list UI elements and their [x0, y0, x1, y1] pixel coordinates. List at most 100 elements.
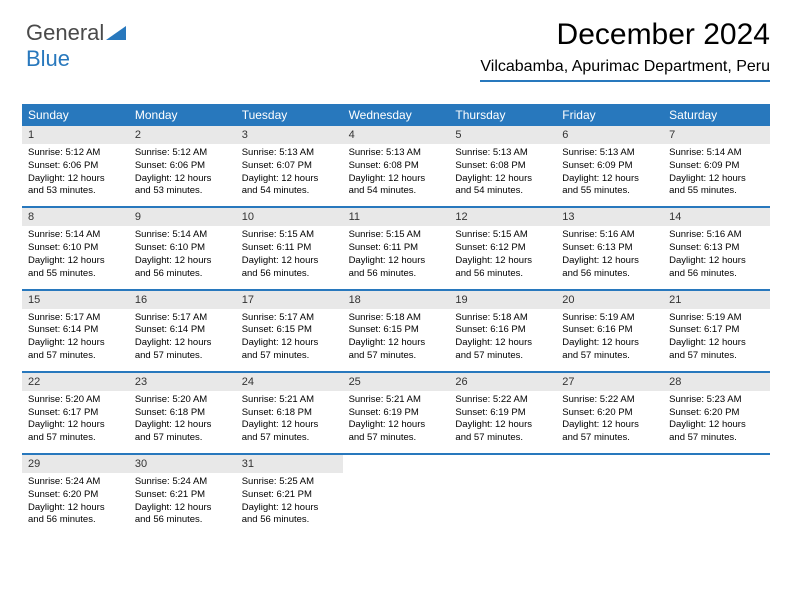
- day-body: Sunrise: 5:23 AMSunset: 6:20 PMDaylight:…: [663, 391, 770, 453]
- sunset-line: Sunset: 6:21 PM: [242, 489, 337, 502]
- day-of-week-label: Sunday: [22, 104, 129, 126]
- day-cell: [556, 455, 663, 535]
- sunset-line: Sunset: 6:20 PM: [562, 407, 657, 420]
- day-cell: [449, 455, 556, 535]
- sunset-line: Sunset: 6:10 PM: [135, 242, 230, 255]
- daylight-line: Daylight: 12 hours and 57 minutes.: [28, 337, 123, 363]
- sunset-line: Sunset: 6:14 PM: [28, 324, 123, 337]
- sunset-line: Sunset: 6:17 PM: [669, 324, 764, 337]
- sunset-line: Sunset: 6:08 PM: [349, 160, 444, 173]
- day-body: Sunrise: 5:15 AMSunset: 6:11 PMDaylight:…: [343, 226, 450, 288]
- day-cell: 8Sunrise: 5:14 AMSunset: 6:10 PMDaylight…: [22, 208, 129, 288]
- day-body: Sunrise: 5:14 AMSunset: 6:09 PMDaylight:…: [663, 144, 770, 206]
- day-body: Sunrise: 5:17 AMSunset: 6:14 PMDaylight:…: [22, 309, 129, 371]
- day-number: 21: [663, 291, 770, 309]
- day-body: Sunrise: 5:20 AMSunset: 6:18 PMDaylight:…: [129, 391, 236, 453]
- sunset-line: Sunset: 6:15 PM: [349, 324, 444, 337]
- day-number: 15: [22, 291, 129, 309]
- header: December 2024 Vilcabamba, Apurimac Depar…: [480, 18, 770, 82]
- day-number: 27: [556, 373, 663, 391]
- sunrise-line: Sunrise: 5:17 AM: [135, 312, 230, 325]
- day-cell: 25Sunrise: 5:21 AMSunset: 6:19 PMDayligh…: [343, 373, 450, 453]
- sunset-line: Sunset: 6:19 PM: [455, 407, 550, 420]
- day-number: 24: [236, 373, 343, 391]
- day-number: 2: [129, 126, 236, 144]
- empty-day: [449, 455, 556, 517]
- day-body: Sunrise: 5:17 AMSunset: 6:14 PMDaylight:…: [129, 309, 236, 371]
- sunrise-line: Sunrise: 5:22 AM: [562, 394, 657, 407]
- sunrise-line: Sunrise: 5:21 AM: [349, 394, 444, 407]
- daylight-line: Daylight: 12 hours and 57 minutes.: [349, 419, 444, 445]
- sunrise-line: Sunrise: 5:23 AM: [669, 394, 764, 407]
- daylight-line: Daylight: 12 hours and 56 minutes.: [349, 255, 444, 281]
- daylight-line: Daylight: 12 hours and 55 minutes.: [562, 173, 657, 199]
- daylight-line: Daylight: 12 hours and 57 minutes.: [562, 337, 657, 363]
- daylight-line: Daylight: 12 hours and 57 minutes.: [28, 419, 123, 445]
- day-cell: 11Sunrise: 5:15 AMSunset: 6:11 PMDayligh…: [343, 208, 450, 288]
- day-cell: [343, 455, 450, 535]
- sunrise-line: Sunrise: 5:24 AM: [28, 476, 123, 489]
- day-number: 23: [129, 373, 236, 391]
- logo-word1: General: [26, 20, 104, 45]
- daylight-line: Daylight: 12 hours and 55 minutes.: [28, 255, 123, 281]
- daylight-line: Daylight: 12 hours and 56 minutes.: [28, 502, 123, 528]
- day-body: Sunrise: 5:18 AMSunset: 6:16 PMDaylight:…: [449, 309, 556, 371]
- day-number: 28: [663, 373, 770, 391]
- sunset-line: Sunset: 6:18 PM: [242, 407, 337, 420]
- daylight-line: Daylight: 12 hours and 55 minutes.: [669, 173, 764, 199]
- day-of-week-label: Saturday: [663, 104, 770, 126]
- day-body: Sunrise: 5:15 AMSunset: 6:11 PMDaylight:…: [236, 226, 343, 288]
- day-cell: 7Sunrise: 5:14 AMSunset: 6:09 PMDaylight…: [663, 126, 770, 206]
- daylight-line: Daylight: 12 hours and 57 minutes.: [242, 419, 337, 445]
- sunrise-line: Sunrise: 5:16 AM: [669, 229, 764, 242]
- day-cell: 22Sunrise: 5:20 AMSunset: 6:17 PMDayligh…: [22, 373, 129, 453]
- daylight-line: Daylight: 12 hours and 57 minutes.: [455, 337, 550, 363]
- sunset-line: Sunset: 6:20 PM: [669, 407, 764, 420]
- day-body: Sunrise: 5:13 AMSunset: 6:08 PMDaylight:…: [449, 144, 556, 206]
- day-body: Sunrise: 5:21 AMSunset: 6:18 PMDaylight:…: [236, 391, 343, 453]
- sunset-line: Sunset: 6:17 PM: [28, 407, 123, 420]
- sunset-line: Sunset: 6:13 PM: [669, 242, 764, 255]
- day-body: Sunrise: 5:15 AMSunset: 6:12 PMDaylight:…: [449, 226, 556, 288]
- day-body: Sunrise: 5:12 AMSunset: 6:06 PMDaylight:…: [22, 144, 129, 206]
- sunset-line: Sunset: 6:09 PM: [669, 160, 764, 173]
- day-body: Sunrise: 5:22 AMSunset: 6:20 PMDaylight:…: [556, 391, 663, 453]
- day-number: 10: [236, 208, 343, 226]
- day-of-week-label: Monday: [129, 104, 236, 126]
- day-number: 20: [556, 291, 663, 309]
- week-row: 22Sunrise: 5:20 AMSunset: 6:17 PMDayligh…: [22, 373, 770, 455]
- sunset-line: Sunset: 6:19 PM: [349, 407, 444, 420]
- day-body: Sunrise: 5:12 AMSunset: 6:06 PMDaylight:…: [129, 144, 236, 206]
- day-cell: 21Sunrise: 5:19 AMSunset: 6:17 PMDayligh…: [663, 291, 770, 371]
- day-cell: 4Sunrise: 5:13 AMSunset: 6:08 PMDaylight…: [343, 126, 450, 206]
- sunrise-line: Sunrise: 5:14 AM: [28, 229, 123, 242]
- day-cell: 10Sunrise: 5:15 AMSunset: 6:11 PMDayligh…: [236, 208, 343, 288]
- sunrise-line: Sunrise: 5:22 AM: [455, 394, 550, 407]
- day-of-week-header: SundayMondayTuesdayWednesdayThursdayFrid…: [22, 104, 770, 126]
- day-of-week-label: Friday: [556, 104, 663, 126]
- daylight-line: Daylight: 12 hours and 56 minutes.: [242, 502, 337, 528]
- day-cell: 2Sunrise: 5:12 AMSunset: 6:06 PMDaylight…: [129, 126, 236, 206]
- day-number: 18: [343, 291, 450, 309]
- day-body: Sunrise: 5:24 AMSunset: 6:20 PMDaylight:…: [22, 473, 129, 535]
- location-text: Vilcabamba, Apurimac Department, Peru: [480, 58, 770, 82]
- week-row: 29Sunrise: 5:24 AMSunset: 6:20 PMDayligh…: [22, 455, 770, 535]
- calendar-grid: SundayMondayTuesdayWednesdayThursdayFrid…: [22, 104, 770, 535]
- sunset-line: Sunset: 6:10 PM: [28, 242, 123, 255]
- sunrise-line: Sunrise: 5:18 AM: [349, 312, 444, 325]
- day-body: Sunrise: 5:20 AMSunset: 6:17 PMDaylight:…: [22, 391, 129, 453]
- day-cell: 17Sunrise: 5:17 AMSunset: 6:15 PMDayligh…: [236, 291, 343, 371]
- sunrise-line: Sunrise: 5:13 AM: [562, 147, 657, 160]
- day-cell: 20Sunrise: 5:19 AMSunset: 6:16 PMDayligh…: [556, 291, 663, 371]
- day-cell: [663, 455, 770, 535]
- day-number: 26: [449, 373, 556, 391]
- day-cell: 19Sunrise: 5:18 AMSunset: 6:16 PMDayligh…: [449, 291, 556, 371]
- day-cell: 5Sunrise: 5:13 AMSunset: 6:08 PMDaylight…: [449, 126, 556, 206]
- sunrise-line: Sunrise: 5:19 AM: [669, 312, 764, 325]
- daylight-line: Daylight: 12 hours and 57 minutes.: [455, 419, 550, 445]
- sunset-line: Sunset: 6:14 PM: [135, 324, 230, 337]
- sunset-line: Sunset: 6:20 PM: [28, 489, 123, 502]
- daylight-line: Daylight: 12 hours and 57 minutes.: [349, 337, 444, 363]
- day-number: 12: [449, 208, 556, 226]
- empty-day: [343, 455, 450, 517]
